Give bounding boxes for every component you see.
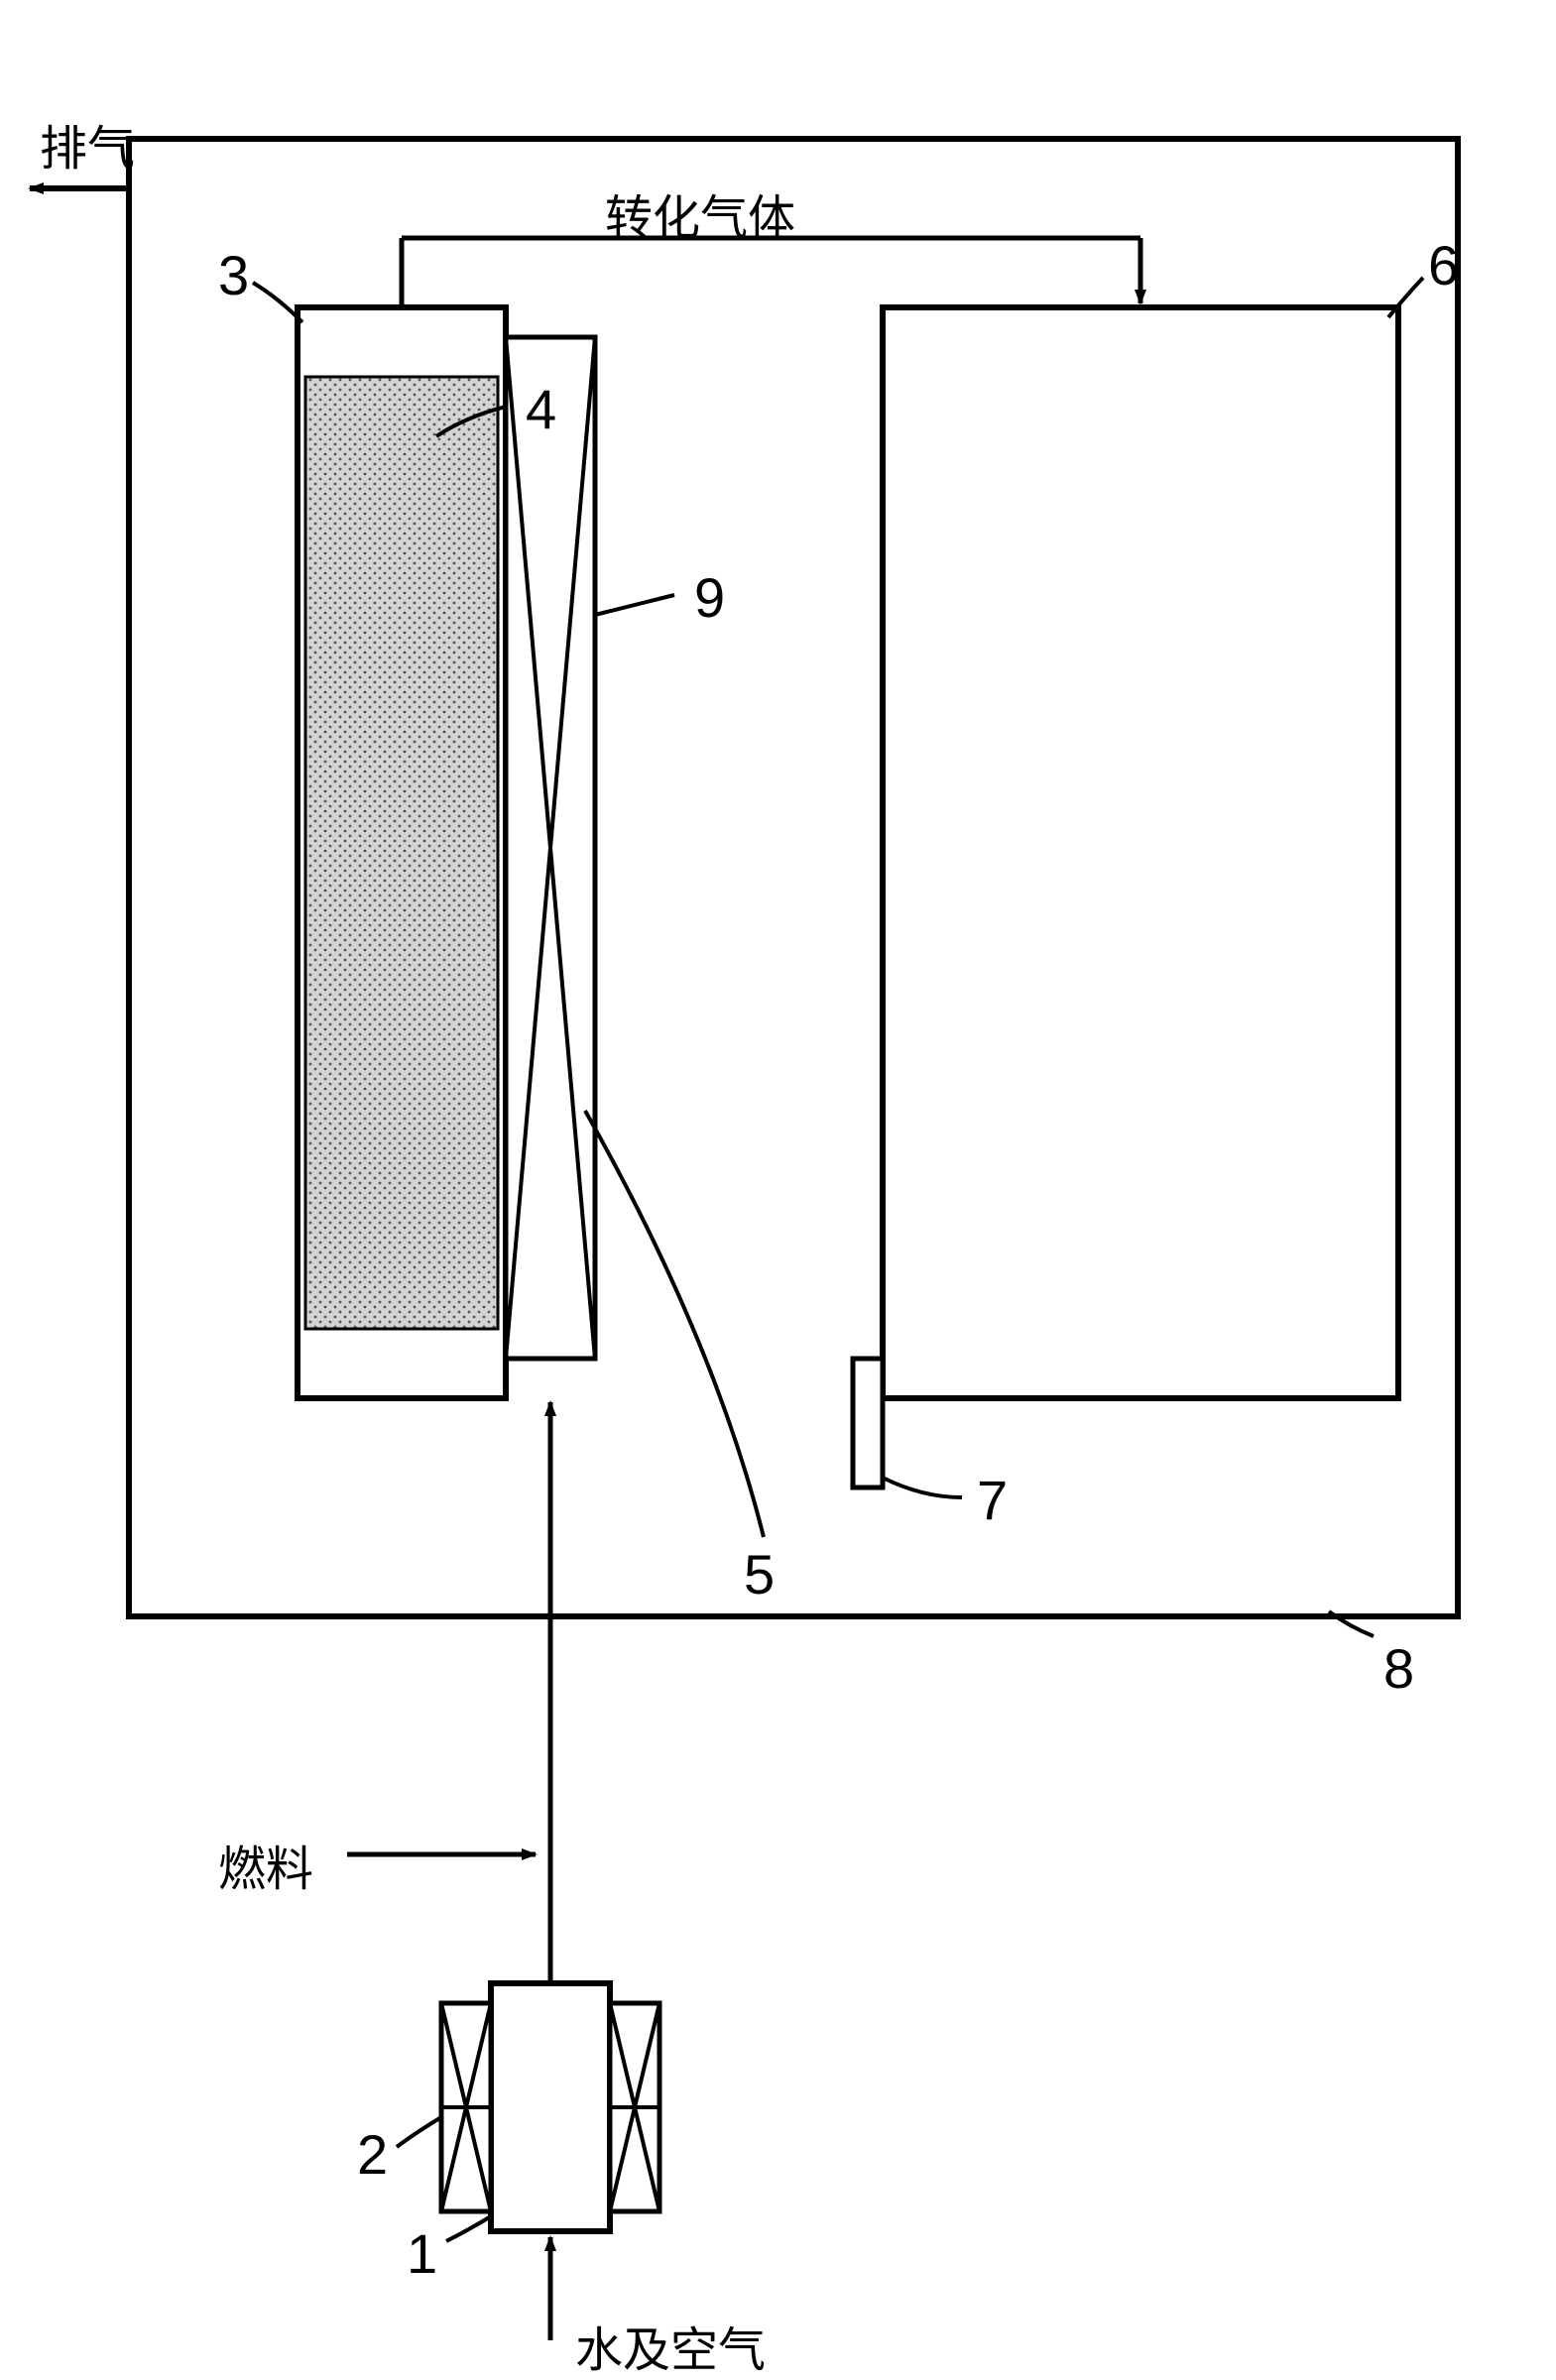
- num-8: 8: [1383, 1636, 1414, 1701]
- num-4: 4: [526, 377, 556, 441]
- num-5: 5: [744, 1542, 775, 1606]
- num-1: 1: [407, 2221, 437, 2286]
- small-bar: [853, 1359, 883, 1488]
- leader-5: [585, 1111, 764, 1537]
- fuel-label: 燃料: [218, 1830, 313, 1899]
- num-2: 2: [357, 2122, 388, 2187]
- evaporator-body: [491, 1983, 610, 2231]
- diagram-svg: [0, 0, 1556, 2367]
- catalyst-fill: [305, 377, 498, 1329]
- exhaust-label: 排气: [40, 109, 135, 178]
- leader-2: [397, 2117, 441, 2147]
- right-box: [883, 307, 1398, 1398]
- leader-3: [253, 283, 302, 322]
- num-9: 9: [694, 565, 725, 630]
- num-3: 3: [218, 243, 249, 307]
- leader-9: [595, 595, 674, 615]
- leader-6: [1388, 278, 1423, 317]
- reformed-gas-label: 转化气体: [605, 178, 795, 248]
- diagram-canvas: 排气 转化气体 燃料 水及空气 3 4 6 9 5 7 8 2 1: [0, 0, 1556, 2367]
- water-air-label: 水及空气: [575, 2311, 766, 2380]
- leader-1: [446, 2216, 491, 2241]
- num-6: 6: [1428, 233, 1459, 298]
- num-7: 7: [977, 1468, 1008, 1532]
- leader-7: [883, 1478, 962, 1497]
